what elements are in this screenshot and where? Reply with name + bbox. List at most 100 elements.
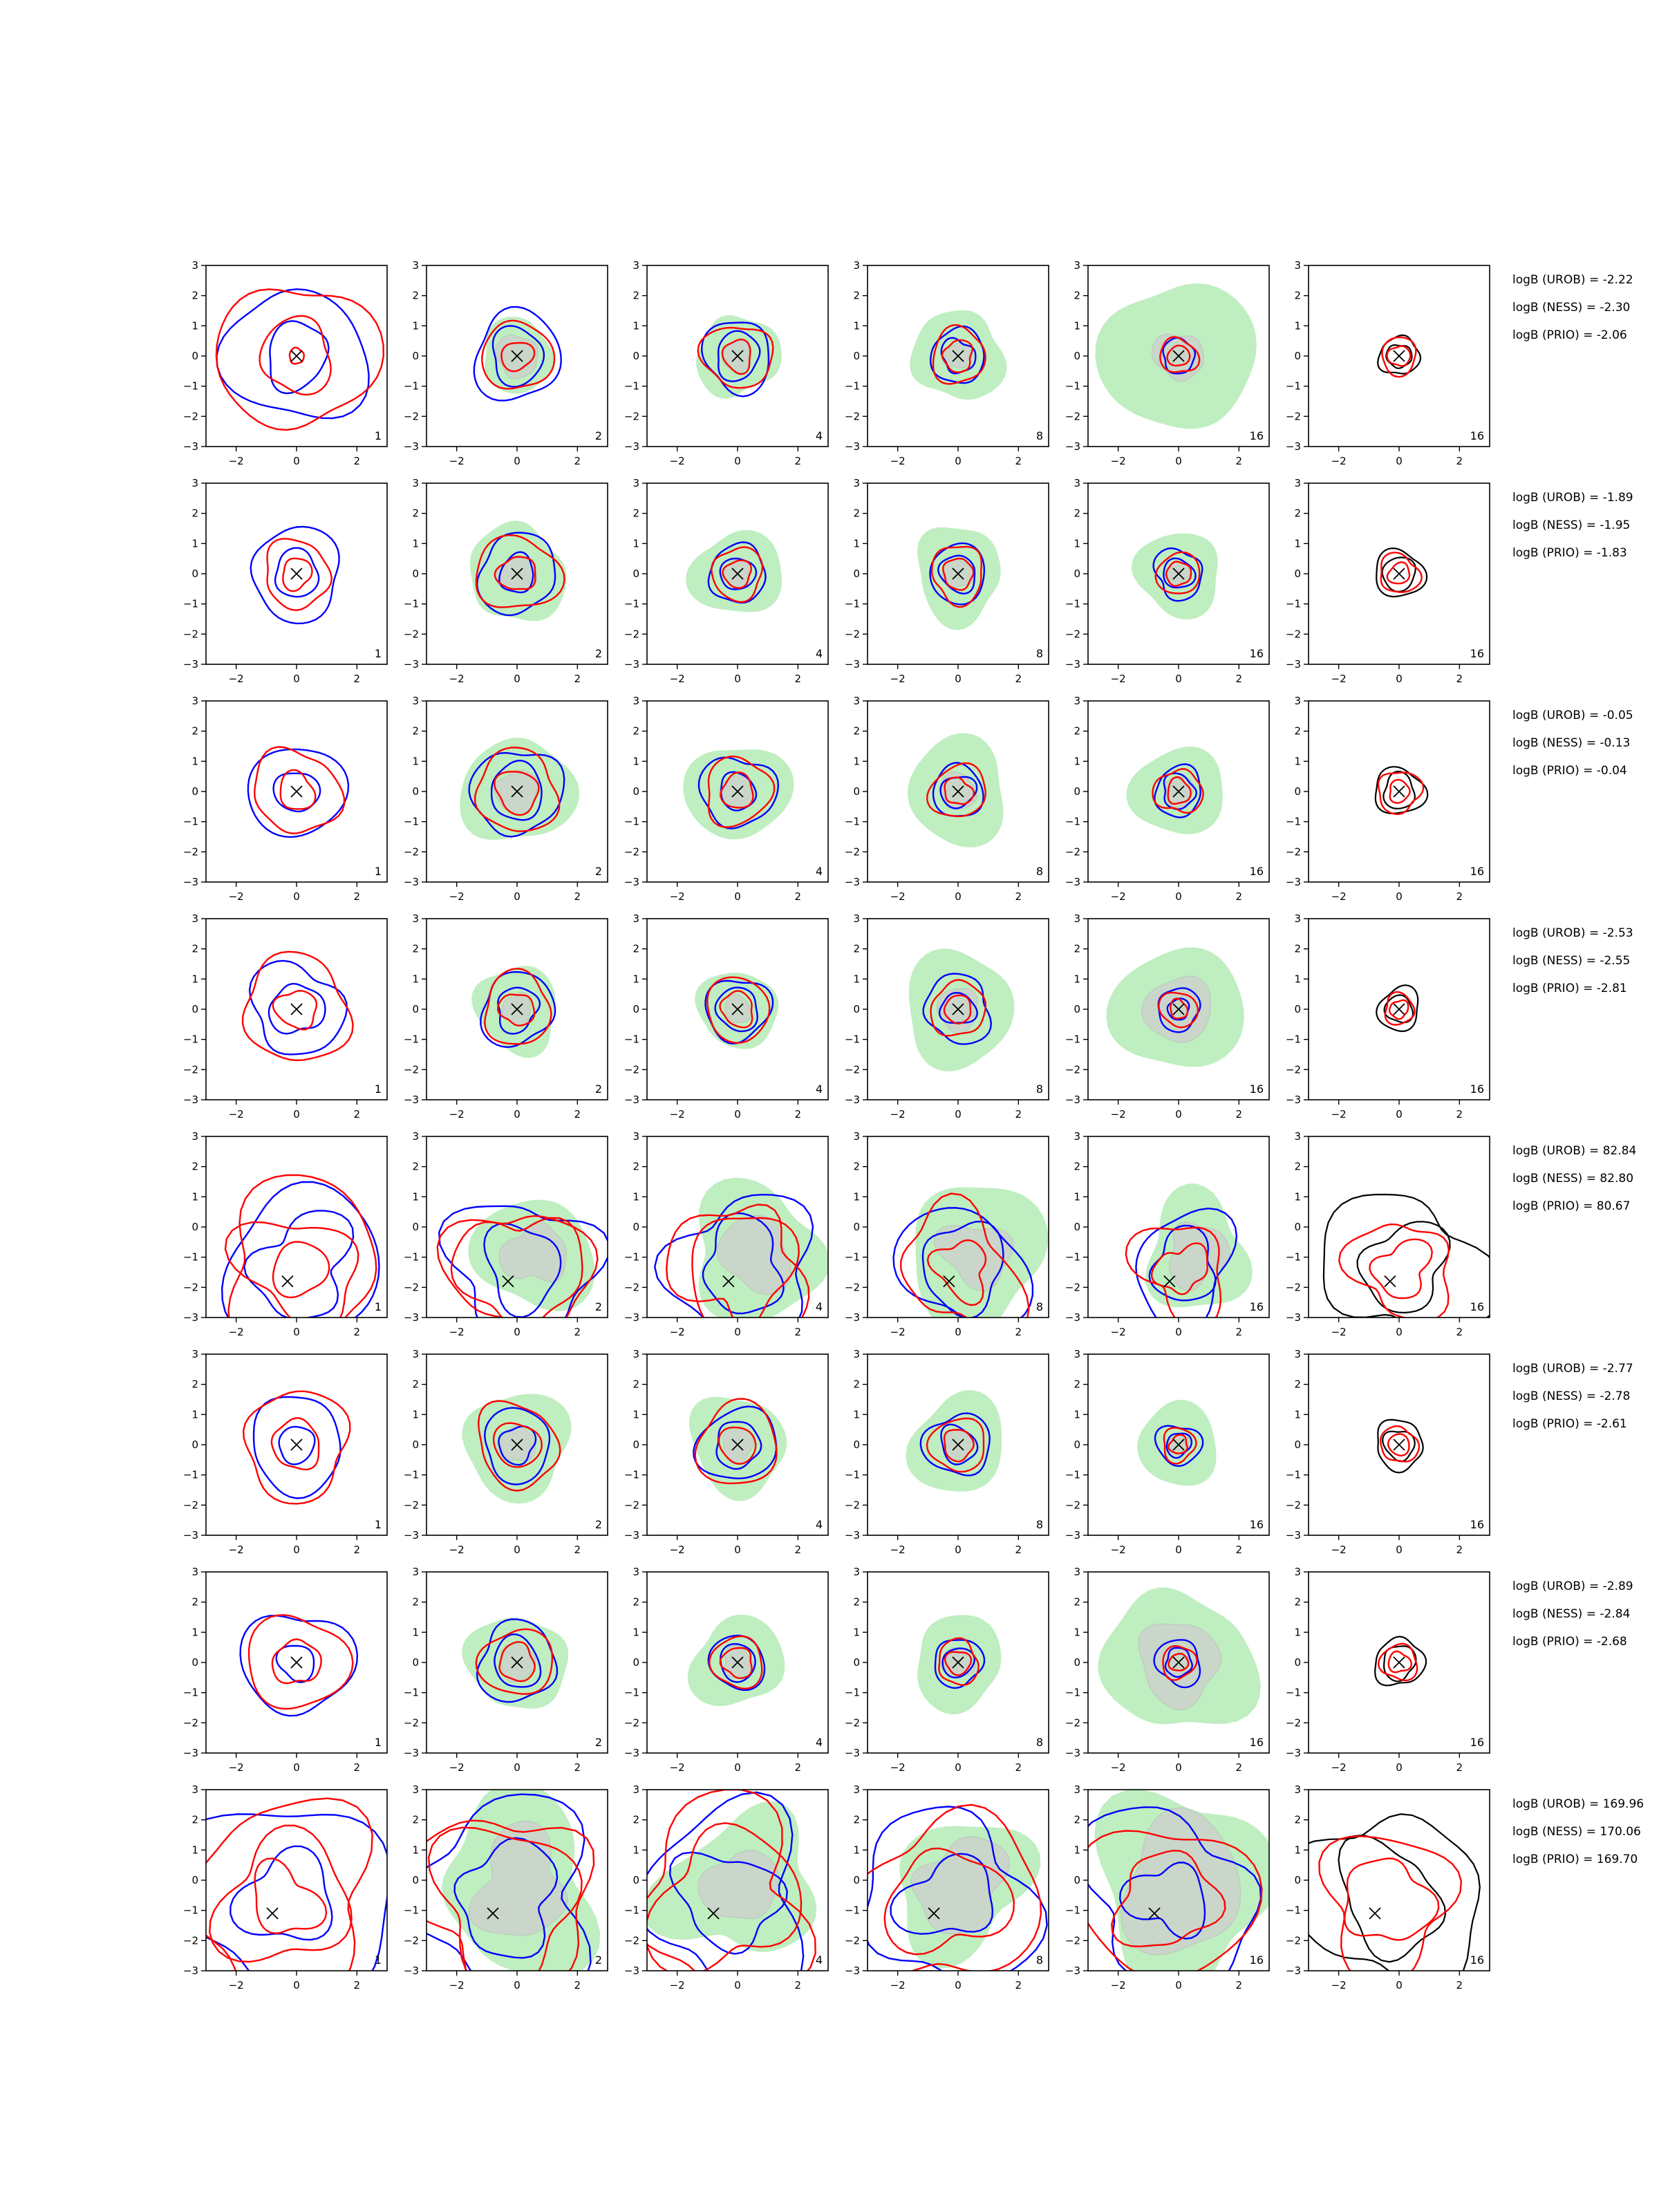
plot-area — [436, 1199, 608, 1318]
y-tick-label: −3 — [845, 658, 860, 671]
x-tick-label: −2 — [1111, 890, 1126, 903]
blue-contour — [229, 1845, 333, 1941]
y-tick-label: −1 — [404, 1469, 419, 1481]
plot-area — [471, 966, 556, 1058]
y-tick-label: −1 — [1286, 1904, 1301, 1917]
plot-area — [1376, 984, 1419, 1033]
y-tick-label: −2 — [845, 1499, 860, 1511]
center-marker — [511, 350, 523, 362]
y-tick-label: 3 — [853, 259, 860, 272]
y-tick-label: −1 — [1286, 598, 1301, 610]
y-tick-label: 2 — [853, 1596, 860, 1609]
center-marker — [1393, 568, 1405, 580]
subplot-r7-c1: −2 0 2 −3 −2 −1 0 1 2 3 1 — [183, 1566, 388, 1774]
blue-contour — [868, 1806, 1048, 1971]
x-tick-label: 0 — [1175, 1108, 1182, 1121]
logb-annotation: logB (UROB) = -2.89 — [1512, 1580, 1633, 1593]
column-label: 8 — [1036, 865, 1043, 878]
y-tick-label: 3 — [412, 695, 419, 707]
y-tick-label: −2 — [845, 1281, 860, 1293]
y-tick-label: 0 — [412, 1438, 419, 1451]
x-tick-label: 0 — [293, 1108, 300, 1121]
column-label: 4 — [816, 647, 823, 660]
x-tick-label: −2 — [890, 1326, 906, 1338]
y-tick-label: 3 — [191, 477, 198, 489]
column-label: 1 — [375, 647, 382, 660]
y-tick-label: 1 — [853, 1626, 860, 1638]
x-tick-label: 0 — [1175, 455, 1182, 467]
x-tick-label: 2 — [1015, 1979, 1022, 1991]
center-marker — [952, 568, 964, 580]
y-tick-label: −2 — [624, 845, 639, 858]
x-tick-label: −2 — [670, 890, 685, 903]
center-marker — [928, 1907, 940, 1920]
y-tick-label: 1 — [412, 1408, 419, 1421]
center-marker — [1163, 1275, 1176, 1288]
x-tick-label: 2 — [1456, 1544, 1463, 1556]
y-tick-label: 1 — [191, 1626, 198, 1638]
blue-contour — [497, 986, 541, 1035]
x-tick-label: 2 — [1236, 1544, 1243, 1556]
y-tick-label: −3 — [624, 1094, 639, 1106]
density-fill-inner — [498, 1221, 567, 1283]
y-tick-label: 1 — [853, 319, 860, 332]
column-label: 1 — [375, 1736, 382, 1749]
y-tick-label: 3 — [191, 912, 198, 925]
red-contour — [227, 1174, 377, 1318]
column-label: 16 — [1250, 429, 1264, 442]
y-tick-label: 0 — [1294, 1438, 1301, 1451]
red-contour — [1165, 561, 1192, 587]
logb-annotation: logB (NESS) = 82.80 — [1512, 1172, 1633, 1185]
logb-annotation: logB (NESS) = -2.55 — [1512, 954, 1630, 968]
column-label: 8 — [1036, 1518, 1043, 1531]
red-contour — [1170, 997, 1189, 1020]
blue-contour — [468, 751, 565, 838]
subplot-r8-c2: −2 0 2 −3 −2 −1 0 1 2 3 2 — [404, 1783, 608, 1991]
subplot-r3-c5: −2 0 2 −3 −2 −1 0 1 2 3 16 — [1065, 695, 1270, 903]
center-marker — [1393, 350, 1405, 362]
y-tick-label: −1 — [404, 380, 419, 393]
y-tick-label: 3 — [632, 912, 639, 925]
x-tick-label: 0 — [1175, 1761, 1182, 1774]
y-tick-label: 2 — [853, 507, 860, 520]
y-tick-label: 1 — [632, 1626, 639, 1638]
red-contour — [1154, 551, 1201, 594]
y-tick-label: −2 — [1286, 1934, 1301, 1947]
y-tick-label: −2 — [1286, 410, 1301, 422]
column-label: 1 — [375, 1953, 382, 1967]
center-marker — [731, 785, 744, 798]
blue-contour — [1118, 1862, 1206, 1940]
y-tick-label: −2 — [1286, 1063, 1301, 1076]
logb-annotation: logB (NESS) = -1.95 — [1512, 518, 1630, 532]
logb-annotation: logB (UROB) = -2.53 — [1512, 926, 1633, 940]
y-tick-label: −2 — [1065, 1934, 1080, 1947]
y-tick-label: 0 — [853, 350, 860, 362]
column-label: 4 — [816, 429, 823, 442]
red-contour — [475, 1628, 554, 1695]
y-tick-label: 1 — [1294, 1408, 1301, 1421]
logb-annotation: logB (UROB) = -2.22 — [1512, 273, 1633, 287]
y-tick-label: 0 — [191, 1221, 198, 1233]
y-tick-label: −1 — [1065, 1033, 1080, 1046]
center-marker — [290, 1003, 303, 1015]
y-tick-label: −2 — [1065, 1281, 1080, 1293]
x-tick-label: 2 — [1456, 1979, 1463, 1991]
red-contour — [722, 559, 753, 589]
y-tick-label: −2 — [1065, 1499, 1080, 1511]
y-tick-label: 1 — [1294, 1190, 1301, 1203]
subplot-r5-c1: −2 0 2 −3 −2 −1 0 1 2 3 1 — [183, 1130, 388, 1338]
red-contour — [272, 989, 318, 1031]
y-tick-label: 1 — [632, 1844, 639, 1856]
y-tick-label: 2 — [632, 1596, 639, 1609]
y-tick-label: 0 — [853, 1438, 860, 1451]
density-fill-inner — [717, 1215, 791, 1295]
y-tick-label: 3 — [1074, 259, 1080, 272]
y-tick-label: 0 — [191, 1003, 198, 1015]
y-tick-label: 2 — [191, 943, 198, 955]
x-tick-label: −2 — [1111, 1544, 1126, 1556]
blue-contour — [714, 986, 758, 1033]
red-contour — [941, 339, 973, 373]
plot-area — [247, 746, 350, 838]
y-tick-label: 0 — [191, 785, 198, 798]
column-label: 4 — [816, 1518, 823, 1531]
